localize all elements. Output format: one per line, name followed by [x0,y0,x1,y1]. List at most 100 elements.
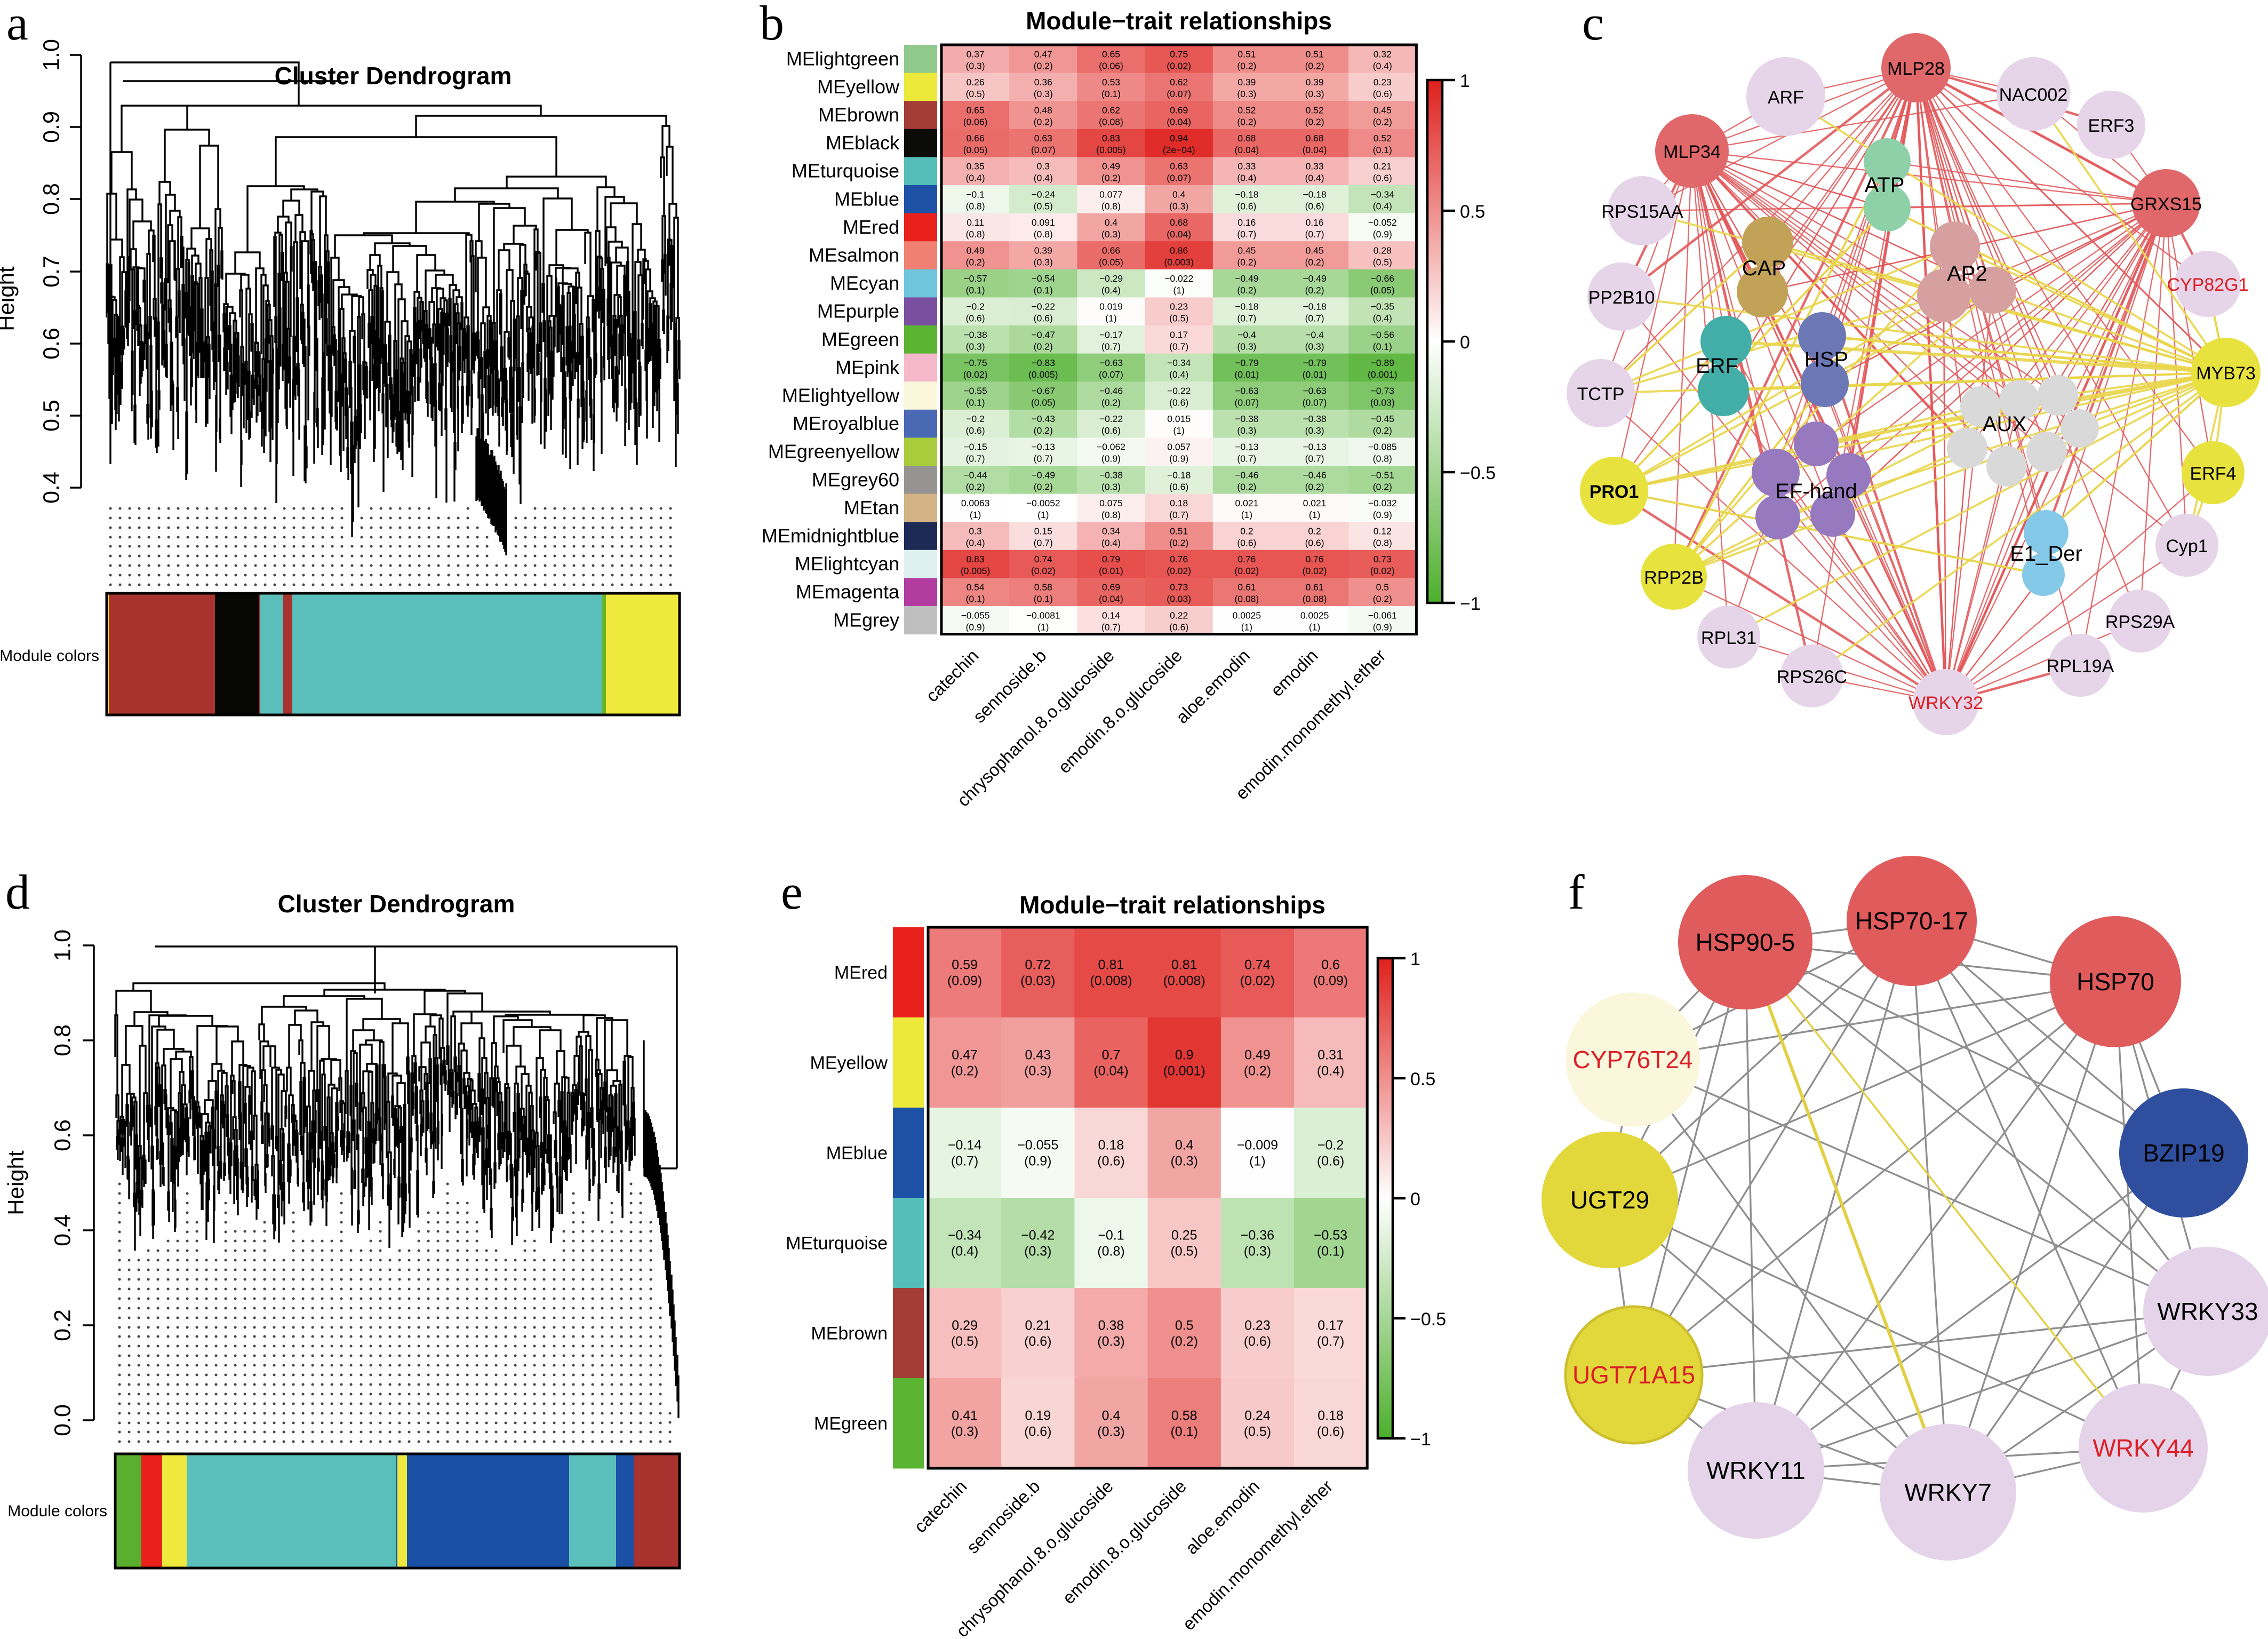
svg-text:(0.6): (0.6) [1024,1334,1051,1349]
svg-text:−0.15: −0.15 [963,442,987,452]
svg-text:(0.1): (0.1) [1373,145,1392,155]
svg-text:(0.6): (0.6) [1169,397,1188,408]
svg-text:Module−trait relationships: Module−trait relationships [1019,891,1325,919]
svg-text:MEturquoise: MEturquoise [792,160,899,182]
svg-text:0.4: 0.4 [1172,189,1186,200]
svg-text:(0.07): (0.07) [1167,173,1191,184]
svg-text:−0.38: −0.38 [963,329,987,340]
svg-text:0.39: 0.39 [1237,77,1256,87]
svg-text:−1: −1 [1460,594,1481,614]
svg-text:0.16: 0.16 [1237,217,1256,228]
svg-text:MEred: MEred [834,963,888,983]
svg-text:0.45: 0.45 [1306,245,1324,256]
svg-text:(0.2): (0.2) [1034,425,1053,436]
svg-text:(0.2): (0.2) [1305,60,1324,71]
svg-text:(0.02): (0.02) [1167,60,1191,71]
svg-text:MEgrey: MEgrey [833,609,899,631]
svg-text:−0.49: −0.49 [1235,273,1258,284]
svg-text:−0.18: −0.18 [1167,470,1191,480]
svg-text:(0.02): (0.02) [1031,566,1056,576]
svg-text:(0.6): (0.6) [1305,201,1324,211]
svg-text:0.63: 0.63 [1170,161,1188,172]
svg-text:−0.35: −0.35 [1371,301,1394,312]
svg-text:(0.5): (0.5) [1244,1425,1271,1439]
svg-text:−0.022: −0.022 [1164,273,1193,284]
svg-text:Height: Height [3,1150,28,1215]
svg-text:(0.4): (0.4) [1305,173,1324,184]
svg-text:(0.5): (0.5) [1169,313,1188,324]
svg-text:(0.8): (0.8) [1034,229,1053,240]
svg-text:0.73: 0.73 [1373,554,1392,564]
svg-text:(0.3): (0.3) [1237,89,1256,99]
svg-text:MEyellow: MEyellow [810,1053,888,1073]
svg-text:(0.3): (0.3) [1097,1425,1124,1439]
svg-text:0.077: 0.077 [1099,189,1123,200]
svg-text:0.0025: 0.0025 [1233,610,1261,620]
svg-text:0.4: 0.4 [1102,1409,1121,1423]
svg-text:(0.8): (0.8) [966,229,985,240]
svg-text:0.4: 0.4 [1175,1138,1194,1153]
svg-text:MEbrown: MEbrown [818,104,899,126]
svg-text:MEpurple: MEpurple [817,300,899,322]
svg-text:ERF: ERF [1696,354,1738,378]
svg-text:0.68: 0.68 [1306,133,1324,144]
svg-text:(0.4): (0.4) [1373,201,1392,211]
svg-text:f: f [1568,865,1585,919]
svg-text:BZIP19: BZIP19 [2143,1139,2224,1167]
svg-text:0.31: 0.31 [1317,1048,1344,1063]
svg-text:(0.5): (0.5) [1034,201,1053,211]
svg-text:−0.53: −0.53 [1314,1228,1347,1243]
svg-text:(1): (1) [1241,622,1252,632]
svg-text:0.79: 0.79 [1102,554,1120,564]
svg-text:0.14: 0.14 [1102,610,1120,620]
svg-text:(0.02): (0.02) [1370,566,1395,576]
svg-text:(0.8): (0.8) [1097,1244,1124,1259]
svg-text:(0.4): (0.4) [1101,538,1121,548]
svg-text:−0.79: −0.79 [1235,357,1258,368]
svg-text:(0.6): (0.6) [1373,173,1392,184]
svg-text:(0.05): (0.05) [963,145,988,155]
svg-text:(0.2): (0.2) [1170,1334,1197,1349]
svg-text:PRO1: PRO1 [1590,482,1639,502]
svg-text:−0.032: −0.032 [1368,498,1397,508]
svg-text:(0.8): (0.8) [966,201,985,211]
svg-text:0.019: 0.019 [1099,301,1123,312]
svg-text:−0.45: −0.45 [1371,413,1394,424]
svg-text:−0.54: −0.54 [1032,273,1056,284]
svg-text:(0.3): (0.3) [951,1425,978,1439]
svg-text:HSP70: HSP70 [2077,968,2154,996]
svg-text:(0.2): (0.2) [1237,481,1256,492]
svg-text:−0.085: −0.085 [1368,442,1397,452]
svg-text:0.83: 0.83 [1102,133,1120,144]
svg-text:0.62: 0.62 [1102,105,1120,116]
svg-text:(0.03): (0.03) [1020,974,1055,989]
svg-text:−0.46: −0.46 [1303,470,1326,480]
svg-text:−0.67: −0.67 [1032,386,1055,396]
svg-text:(0.2): (0.2) [1034,481,1053,492]
svg-text:−0.29: −0.29 [1099,273,1123,284]
svg-text:0.94: 0.94 [1170,133,1188,144]
svg-text:(0.01): (0.01) [1099,566,1123,576]
svg-text:(0.08): (0.08) [1099,117,1123,128]
svg-text:0.39: 0.39 [1306,77,1324,87]
svg-text:0.76: 0.76 [1170,554,1188,564]
svg-text:0.49: 0.49 [1102,161,1120,172]
svg-text:(0.04): (0.04) [1167,229,1191,240]
svg-text:(0.3): (0.3) [1305,425,1324,436]
svg-text:−0.17: −0.17 [1099,329,1123,340]
svg-text:(0.2): (0.2) [1101,397,1121,408]
svg-text:0.62: 0.62 [1170,77,1188,87]
svg-text:MEmidnightblue: MEmidnightblue [762,525,899,547]
svg-text:−0.18: −0.18 [1235,301,1258,312]
svg-text:−0.83: −0.83 [1032,357,1055,368]
svg-text:MEgreen: MEgreen [821,328,899,350]
svg-text:(0.1): (0.1) [1034,594,1053,604]
svg-text:0.091: 0.091 [1032,217,1055,228]
svg-text:Cyp1: Cyp1 [2166,536,2208,556]
svg-text:0.8: 0.8 [50,1024,75,1056]
svg-text:−0.79: −0.79 [1303,357,1326,368]
svg-text:NAC002: NAC002 [1999,85,2068,105]
svg-text:0.72: 0.72 [1025,958,1051,973]
svg-text:(0.2): (0.2) [1237,117,1256,128]
svg-text:0.45: 0.45 [1237,245,1256,256]
